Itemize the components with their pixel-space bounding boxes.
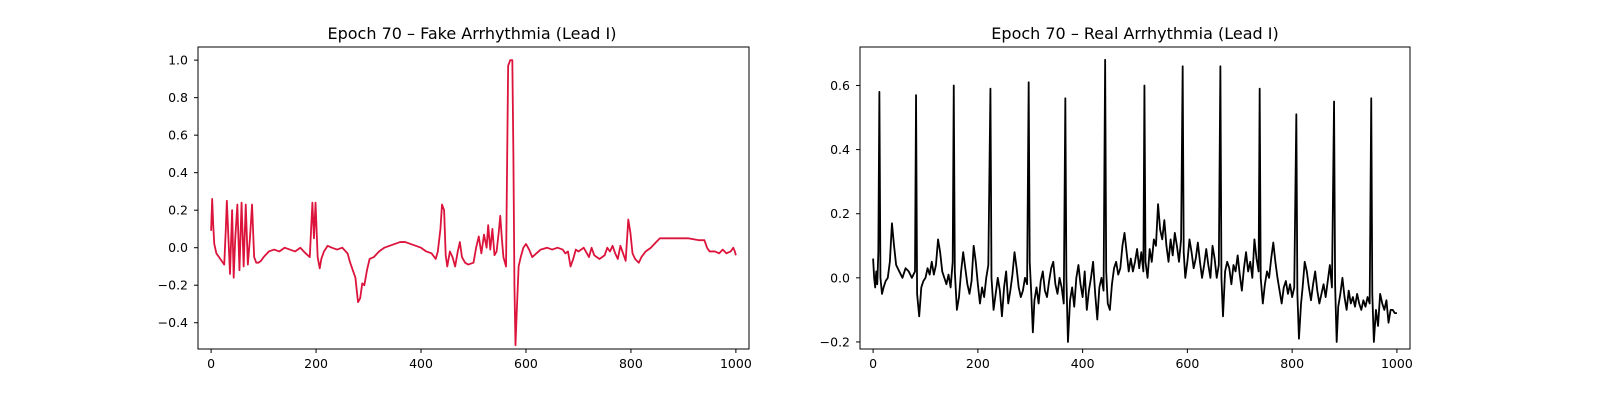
real-x-tick-label: 0 — [869, 356, 877, 371]
fake-y-tick-label: −0.4 — [158, 315, 188, 330]
fake-y-tick-label: 0.4 — [168, 165, 188, 180]
fake-x-tick-label: 0 — [207, 356, 215, 371]
real-x-tick-label: 800 — [1280, 356, 1304, 371]
real-x-tick-label: 400 — [1071, 356, 1095, 371]
real-panel-title: Epoch 70 – Real Arrhythmia (Lead I) — [991, 24, 1278, 43]
real-y-tick-label: 0.0 — [830, 270, 850, 285]
real-ticks-layer: 0 200 400 600 800 1000 −0.2 0.0 0.2 0.4 0.6 — [820, 78, 1413, 371]
real-y-tick-label: 0.6 — [830, 78, 850, 93]
fake-x-tick-label: 200 — [304, 356, 328, 371]
fake-y-tick-label: 1.0 — [168, 53, 188, 68]
fake-y-tick-label: −0.2 — [158, 278, 188, 293]
real-axes-frame — [859, 46, 1411, 350]
fake-arrhythmia-panel: Epoch 70 – Fake Arrhythmia (Lead I) 0 200… — [158, 24, 752, 371]
fake-y-tick-label: 0.6 — [168, 128, 188, 143]
real-x-tick-label: 1000 — [1381, 356, 1413, 371]
real-y-tick-label: −0.2 — [820, 334, 850, 349]
fake-y-tick-label: 0.2 — [168, 203, 188, 218]
real-x-tick-label: 200 — [966, 356, 990, 371]
real-series-layer — [872, 58, 1397, 343]
fake-x-tick-label: 600 — [514, 356, 538, 371]
fake-axes-frame — [197, 46, 750, 350]
real-y-tick-label: 0.2 — [830, 206, 850, 221]
fake-x-tick-label: 800 — [619, 356, 643, 371]
real-y-tick-label: 0.4 — [830, 142, 850, 157]
fake-y-tick-label: 0.0 — [168, 240, 188, 255]
fake-y-tick-label: 0.8 — [168, 90, 188, 105]
fake-series-layer — [210, 59, 737, 347]
real-x-tick-label: 600 — [1175, 356, 1199, 371]
fake-ticks-layer: 0 200 400 600 800 1000 −0.4 −0.2 0.0 0.2 0.4 0.6 0.8… — [158, 53, 752, 371]
fake-series-line-0 — [210, 59, 737, 347]
real-series-line-0 — [872, 58, 1397, 343]
real-arrhythmia-panel: Epoch 70 – Real Arrhythmia (Lead I) 0 200… — [820, 24, 1413, 371]
fake-x-tick-label: 1000 — [720, 356, 752, 371]
fake-x-tick-label: 400 — [409, 356, 433, 371]
fake-panel-title: Epoch 70 – Fake Arrhythmia (Lead I) — [328, 24, 617, 43]
